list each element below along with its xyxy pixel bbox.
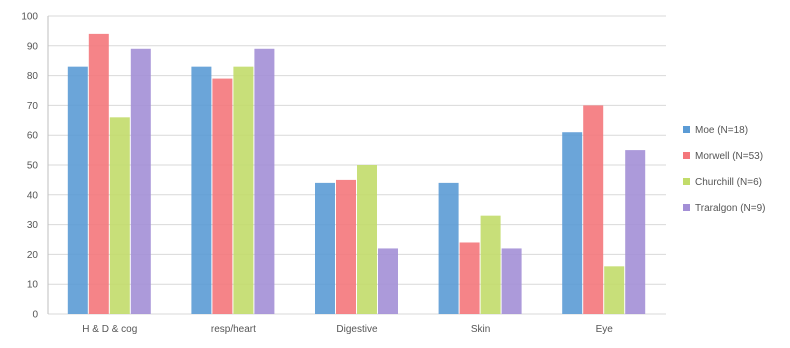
y-tick-label: 60 (27, 131, 39, 142)
x-category-label: resp/heart (211, 324, 256, 335)
bar-2-1 (88, 33, 109, 314)
bar-4-1 (130, 48, 151, 314)
bar-4-5 (625, 150, 646, 314)
bar-2-5 (583, 105, 604, 315)
bar-1-2 (191, 66, 212, 314)
y-tick-label: 10 (27, 280, 39, 291)
y-tick-label: 0 (32, 310, 38, 321)
bars (67, 33, 646, 315)
legend-swatch (683, 178, 690, 185)
legend-label: Moe (N=18) (695, 125, 748, 136)
legend-swatch (683, 126, 690, 133)
bar-1-5 (562, 132, 583, 314)
legend-label: Churchill (N=6) (695, 177, 762, 188)
y-tick-label: 90 (27, 41, 39, 52)
legend-label: Morwell (N=53) (695, 151, 763, 162)
y-tick-label: 30 (27, 220, 39, 231)
legend: Moe (N=18) Morwell (N=53) Churchill (N=6) T… (683, 125, 766, 214)
legend-label: Traralgon (N=9) (695, 203, 766, 214)
y-tick-label: 100 (21, 12, 38, 23)
legend-swatch (683, 204, 690, 211)
bar-2-2 (212, 78, 233, 314)
bar-2-3 (336, 179, 356, 314)
bar-3-5 (604, 266, 625, 314)
axes: 0 10 20 30 40 50 60 70 80 90 100 H & D & cog resp/he… (21, 12, 613, 336)
y-tick-label: 40 (27, 190, 39, 201)
y-tick-label: 80 (27, 71, 39, 82)
x-category-label: Digestive (336, 324, 378, 335)
bar-1-1 (67, 66, 88, 314)
bar-3-2 (233, 66, 254, 314)
x-category-label: H & D & cog (82, 324, 137, 335)
y-tick-label: 70 (27, 101, 39, 112)
bar-3-3 (357, 165, 377, 314)
bar-2-4 (459, 242, 480, 314)
x-category-label: Skin (471, 324, 490, 335)
bar-4-2 (254, 48, 275, 314)
x-category-label: Eye (596, 324, 614, 335)
bar-1-4 (438, 182, 459, 314)
bar-3-1 (109, 117, 130, 314)
legend-swatch (683, 152, 690, 159)
bar-3-4 (480, 215, 501, 314)
bar-1-3 (315, 182, 335, 314)
y-tick-label: 20 (27, 250, 39, 261)
y-tick-label: 50 (27, 161, 39, 172)
bar-4-4 (501, 248, 522, 314)
bar-4-3 (378, 248, 398, 314)
